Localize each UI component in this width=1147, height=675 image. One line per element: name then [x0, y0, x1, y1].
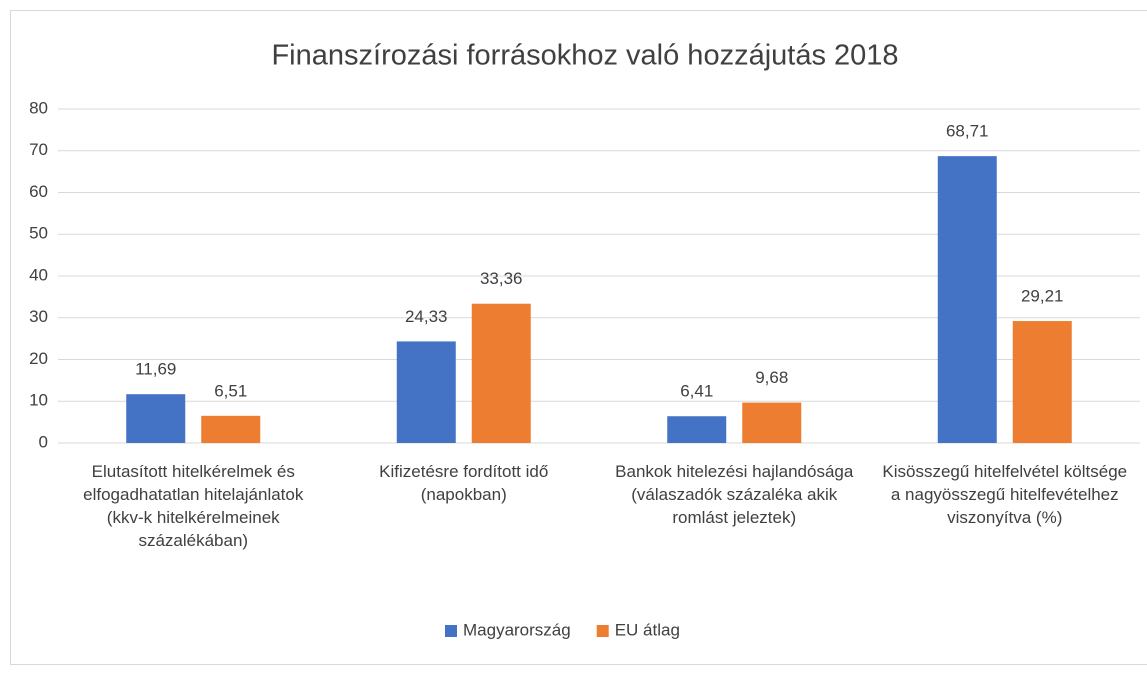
legend-label: EU átlag [615, 620, 680, 639]
x-tick-label: Kifizetésre fordított idő (napokban) [379, 462, 549, 504]
bar [937, 156, 997, 444]
bar [667, 416, 727, 443]
data-label: 33,36 [480, 269, 523, 288]
chart-border [10, 10, 1147, 665]
legend-swatch [445, 625, 457, 637]
bar [396, 341, 456, 443]
bar [201, 415, 261, 443]
data-label: 6,51 [214, 381, 247, 400]
data-label: 24,33 [405, 307, 448, 326]
bar [742, 402, 802, 443]
chart-title: Finanszírozási forrásokhoz való hozzájut… [271, 40, 898, 72]
legend-label: Magyarország [463, 620, 571, 639]
y-tick-label: 40 [29, 265, 48, 284]
data-label: 6,41 [680, 382, 713, 401]
y-tick-label: 0 [39, 432, 48, 451]
y-tick-label: 30 [29, 307, 48, 326]
y-tick-label: 50 [29, 224, 48, 243]
data-label: 29,21 [1021, 287, 1064, 306]
y-tick-label: 10 [29, 391, 48, 410]
bar [471, 303, 531, 443]
x-tick-label: Kisösszegű hitelfelvétel költsége a nagy… [882, 462, 1128, 527]
bar [126, 394, 186, 443]
y-tick-label: 60 [29, 182, 48, 201]
data-label: 9,68 [755, 368, 788, 387]
y-tick-label: 20 [29, 349, 48, 368]
legend-swatch [596, 625, 609, 637]
data-label: 11,69 [135, 360, 176, 379]
y-tick-label: 80 [29, 98, 48, 117]
bar [1012, 321, 1072, 443]
y-tick-label: 70 [29, 140, 48, 159]
data-label: 68,71 [946, 122, 989, 141]
x-tick-label: Elutasított hitelkérelmek és elfogadhata… [83, 462, 304, 550]
x-tick-label: Bankok hitelezési hajlandósága (válaszad… [615, 462, 854, 527]
